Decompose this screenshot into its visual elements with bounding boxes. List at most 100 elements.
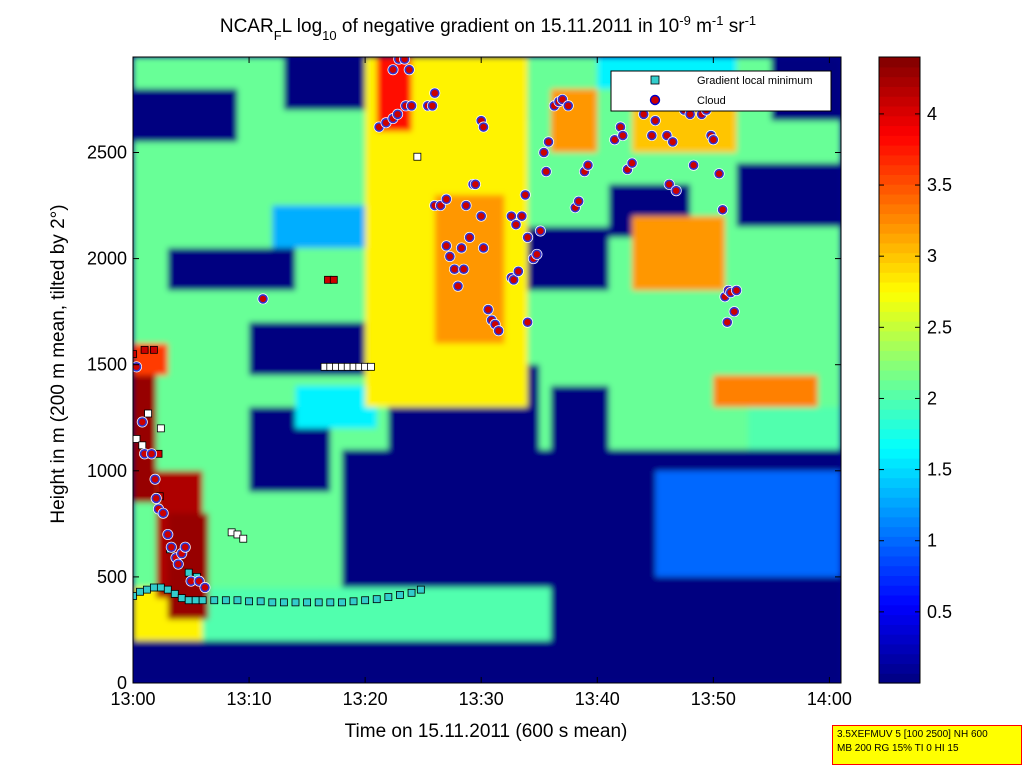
gradient-minimum-marker (233, 596, 242, 605)
legend-circle-marker (649, 94, 661, 106)
colorbar-ticks: 0.5 1 1.5 2 2.5 3 3.5 4 (879, 104, 952, 622)
colorbar-step (879, 154, 920, 166)
y-tick-label: 2500 (87, 142, 127, 162)
cloud-marker (583, 160, 593, 171)
gradient-minimum-marker (326, 598, 335, 607)
gradient-minimum-marker (372, 595, 381, 604)
gradient-minimum-marker (349, 597, 358, 606)
x-axis-label: Time on 15.11.2011 (600 s mean) (345, 721, 628, 742)
colorbar-step (879, 311, 920, 322)
gradient-minimum-marker (138, 441, 147, 450)
colorbar-step (879, 262, 920, 273)
colorbar-step (879, 536, 920, 547)
cloud-marker (722, 317, 733, 328)
gradient-minimum-marker (416, 585, 425, 594)
y-tick-label: 0 (117, 673, 127, 693)
gradient-minimum-marker (144, 409, 152, 418)
gradient-minimum-marker (239, 534, 248, 543)
gradient-minimum-marker (367, 362, 375, 371)
gradient-minimum-marker (149, 345, 158, 354)
plot-area: 13:00 13:10 13:20 13:30 13:40 13:50 14:00 0 500… (87, 56, 852, 709)
gradient-minimum-marker (245, 597, 253, 606)
colorbar-step (879, 223, 920, 234)
y-tick-label: 1500 (87, 355, 127, 375)
y-axis-label: Height in m (200 m mean, tilted by 2°) (48, 204, 69, 523)
cloud-marker (406, 101, 417, 111)
cloud-marker (137, 417, 148, 427)
field-region (748, 407, 841, 450)
cloud-marker (535, 226, 546, 236)
cloud-marker (180, 542, 191, 552)
cloud-marker (522, 232, 533, 243)
colorbar-step (879, 184, 920, 195)
parameter-note-line-2: MB 200 RG 15% TI 0 HI 15 (837, 743, 959, 754)
colorbar-tick-label: 1 (927, 531, 937, 551)
gradient-minimum-marker (361, 596, 370, 605)
colorbar-step (879, 546, 920, 557)
field-region (295, 385, 377, 429)
gradient-minimum-marker (198, 596, 207, 605)
cloud-marker (166, 542, 177, 552)
cloud-marker (470, 179, 481, 190)
gradient-minimum-marker (184, 568, 193, 577)
gradient-minimum-marker (156, 424, 165, 433)
cloud-marker (522, 317, 533, 328)
cloud-marker (493, 325, 504, 336)
cloud-marker (158, 508, 168, 519)
gradient-minimum-marker (256, 597, 265, 606)
cloud-marker (449, 264, 460, 275)
gradient-minimum-marker (233, 530, 242, 539)
legend-label-cloud: Cloud (697, 95, 726, 107)
x-tick-label: 13:40 (575, 689, 620, 709)
gradient-minimum-marker (133, 350, 137, 358)
colorbar-step (879, 448, 920, 459)
parameter-note-line-1: 3.5XEFMUV 5 [100 2500] NH 600 (837, 729, 988, 740)
colorbar-step (879, 57, 920, 68)
marker-layer (133, 57, 743, 607)
cloud-marker (456, 243, 467, 253)
cloud-marker (650, 115, 661, 126)
colorbar-step (879, 105, 920, 117)
cloud-marker (609, 134, 620, 145)
cloud-marker (729, 306, 740, 317)
colorbar-step (879, 174, 920, 185)
x-axis-ticks: 13:00 13:10 13:20 13:30 13:40 13:50 14:00 (110, 57, 852, 709)
parameter-note: 3.5XEFMUV 5 [100 2500] NH 600 MB 200 RG … (832, 725, 1022, 765)
colorbar-step (879, 477, 920, 488)
cloud-marker (573, 196, 584, 207)
field-region (655, 470, 841, 577)
cloud-marker (617, 130, 628, 141)
colorbar-step (879, 614, 920, 625)
field-region (550, 385, 609, 450)
gradient-minimum-marker (268, 598, 277, 607)
colorbar-step (879, 643, 920, 655)
colorbar-tick-label: 0.5 (927, 602, 952, 622)
gradient-minimum-marker (407, 588, 416, 597)
colorbar-step (879, 125, 920, 136)
colorbar-tick-label: 3.5 (927, 175, 952, 195)
cloud-marker (508, 275, 519, 285)
colorbar-step (879, 624, 920, 635)
colorbar-step (879, 135, 920, 146)
cloud-marker (541, 166, 551, 177)
legend-square-marker (650, 75, 660, 85)
gradient-minimum-marker (210, 596, 219, 605)
cloud-marker (647, 130, 657, 141)
y-tick-label: 1000 (87, 461, 127, 481)
cloud-marker (478, 122, 489, 132)
x-tick-label: 13:30 (459, 689, 504, 709)
x-tick-label: 13:20 (343, 689, 388, 709)
colorbar-step (879, 487, 920, 498)
cloud-marker (483, 304, 493, 315)
gradient-minimum-marker (143, 585, 151, 594)
gradient-field (133, 57, 841, 683)
gradient-minimum-marker (384, 593, 393, 601)
colorbar-ramp (879, 57, 920, 684)
y-axis-ticks: 0 500 1000 1500 2000 2500 (87, 142, 841, 693)
cloud-marker (453, 281, 463, 291)
colorbar-step (879, 96, 920, 107)
cloud-marker (163, 529, 173, 540)
colorbar-step (879, 497, 920, 508)
cloud-marker (557, 94, 568, 105)
